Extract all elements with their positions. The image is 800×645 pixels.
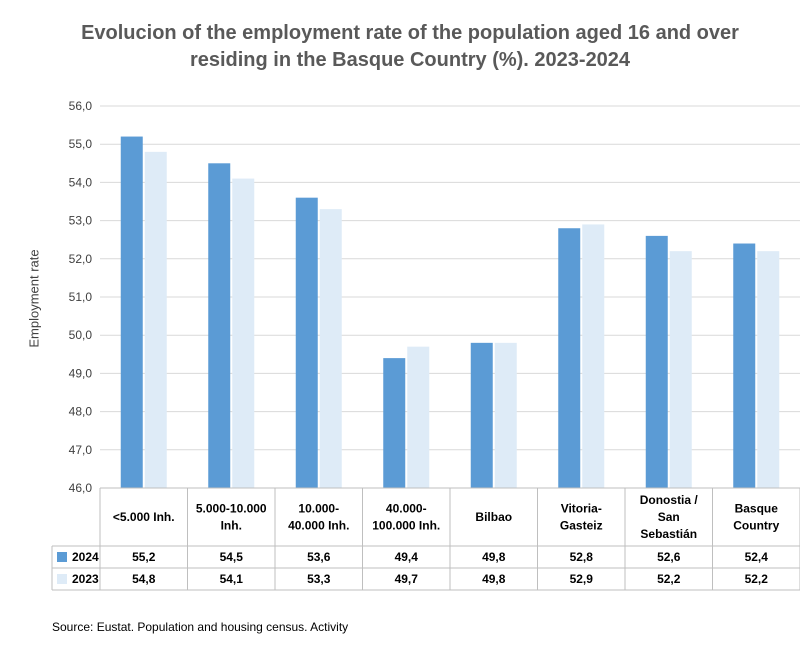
bar-2023 [669, 251, 692, 488]
data-label-2024: 52,6 [657, 550, 681, 564]
bar-2024 [733, 243, 756, 488]
bar-2024 [208, 163, 231, 489]
data-label-2024: 49,4 [395, 550, 419, 564]
bar-2024 [295, 197, 318, 488]
data-label-2024: 55,2 [132, 550, 156, 564]
bar-2024 [120, 136, 143, 488]
x-category-label: Vitoria- [561, 502, 602, 516]
y-tick-label: 54,0 [69, 175, 93, 189]
y-tick-label: 50,0 [69, 328, 93, 342]
y-tick-label: 53,0 [69, 214, 93, 228]
data-label-2023: 52,9 [570, 572, 594, 586]
bar-2023 [494, 342, 517, 488]
data-label-2024: 53,6 [307, 550, 331, 564]
x-category-label: Inh. [221, 519, 242, 533]
x-category-label: 40.000- [386, 502, 427, 516]
x-category-label: 5.000-10.000 [196, 502, 267, 516]
y-tick-label: 48,0 [69, 405, 93, 419]
x-category-label: Donostia / [640, 493, 699, 507]
legend-key-2024 [57, 552, 67, 562]
data-label-2024: 54,5 [220, 550, 244, 564]
bar-2023 [144, 151, 167, 488]
data-label-2024: 52,8 [570, 550, 594, 564]
x-category-label: Gasteiz [560, 519, 603, 533]
x-category-label: Country [733, 519, 779, 533]
bar-2023 [757, 251, 780, 488]
data-label-2023: 49,7 [395, 572, 419, 586]
bar-2023 [232, 178, 255, 488]
y-tick-label: 55,0 [69, 137, 93, 151]
bar-2023 [407, 346, 430, 488]
y-tick-label: 52,0 [69, 252, 93, 266]
y-tick-label: 56,0 [69, 99, 93, 113]
x-category-label: Bilbao [475, 510, 512, 524]
bar-2024 [383, 358, 406, 488]
y-tick-label: 49,0 [69, 366, 93, 380]
x-category-label: 40.000 Inh. [288, 519, 349, 533]
data-label-2024: 49,8 [482, 550, 506, 564]
x-category-label: <5.000 Inh. [113, 510, 175, 524]
data-label-2023: 53,3 [307, 572, 331, 586]
x-category-label: San [658, 510, 680, 524]
y-tick-label: 51,0 [69, 290, 93, 304]
x-category-label: Sebastián [640, 527, 697, 541]
bar-2023 [582, 224, 605, 489]
x-category-label: Basque [735, 502, 779, 516]
x-category-label: 100.000 Inh. [372, 519, 440, 533]
y-tick-label: 47,0 [69, 443, 93, 457]
data-label-2023: 54,1 [220, 572, 244, 586]
bar-2024 [558, 228, 581, 489]
data-label-2024: 52,4 [745, 550, 769, 564]
x-category-label: 10.000- [298, 502, 339, 516]
data-label-2023: 52,2 [745, 572, 769, 586]
legend-label: 2023 [72, 572, 99, 586]
y-tick-label: 46,0 [69, 481, 93, 495]
source-note: Source: Eustat. Population and housing c… [52, 620, 349, 634]
bar-2024 [645, 235, 668, 488]
bar-2023 [319, 209, 342, 488]
data-label-2023: 52,2 [657, 572, 681, 586]
data-label-2023: 49,8 [482, 572, 506, 586]
bar-2024 [470, 342, 493, 488]
chart-title: Evolucion of the employment rate of the … [81, 22, 739, 71]
legend-key-2023 [57, 574, 67, 584]
data-label-2023: 54,8 [132, 572, 156, 586]
legend-label: 2024 [72, 550, 99, 564]
